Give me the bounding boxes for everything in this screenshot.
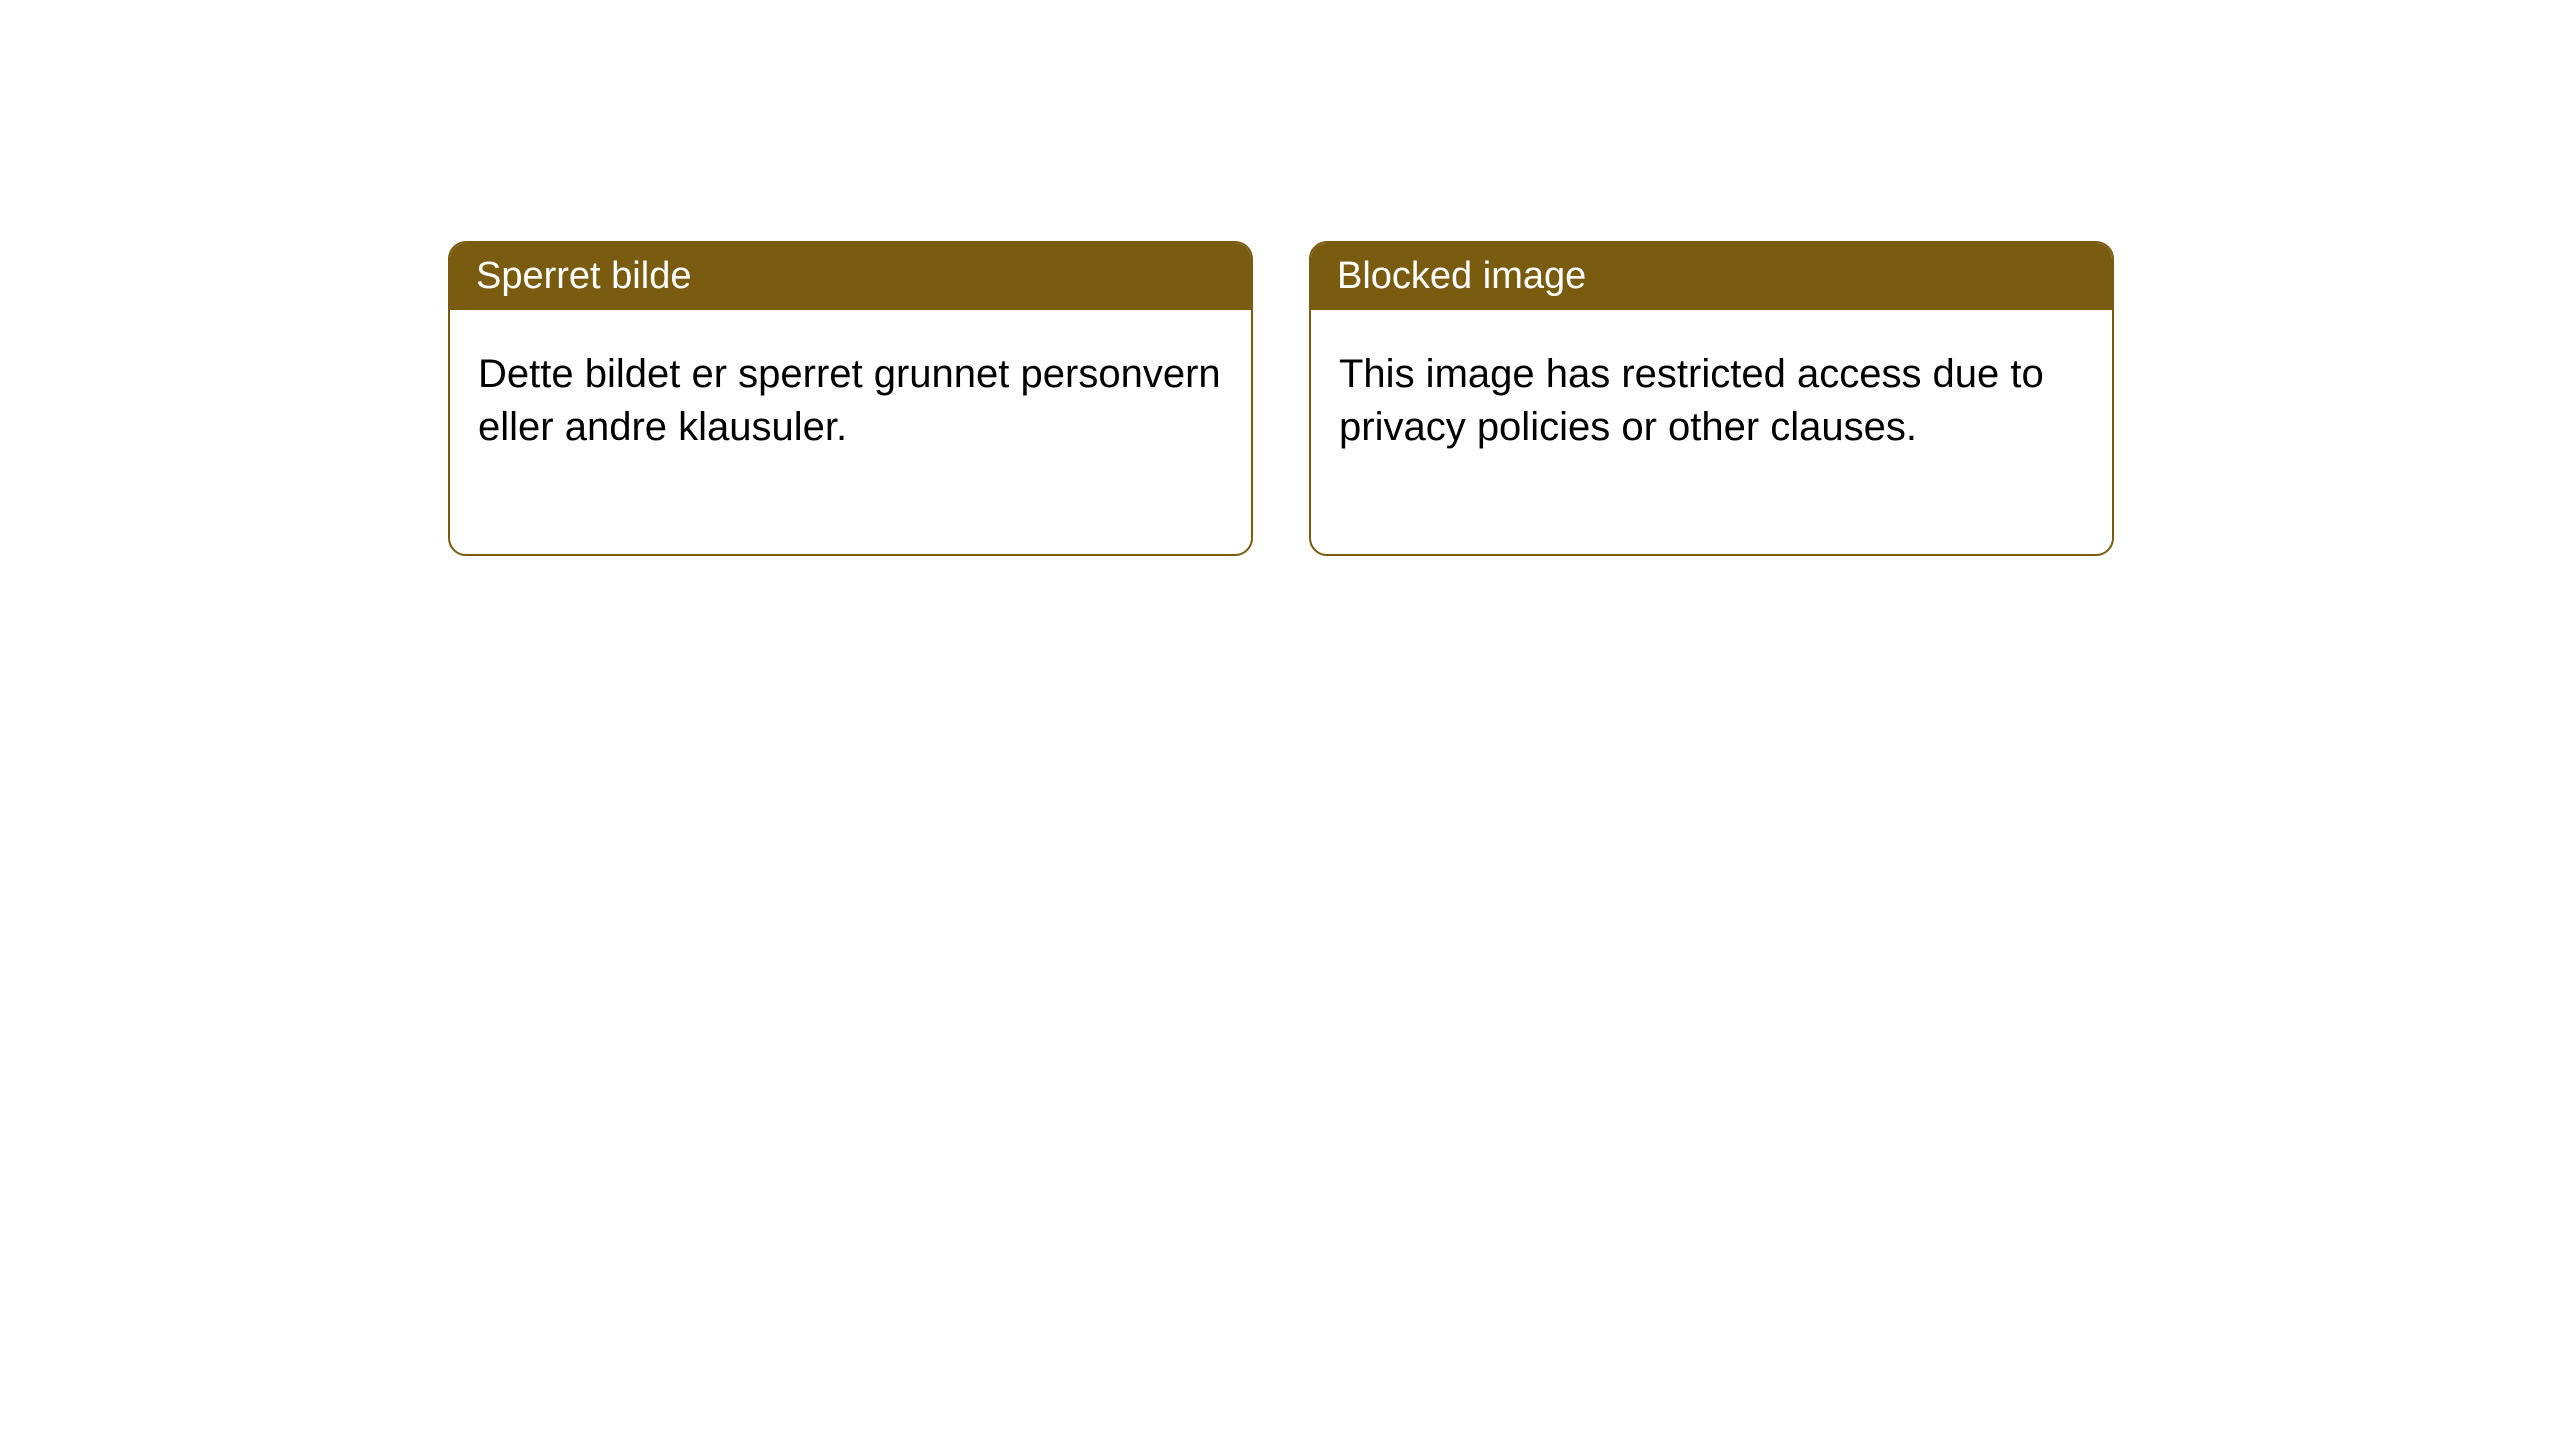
blocked-image-card-no: Sperret bilde Dette bildet er sperret gr… bbox=[448, 241, 1253, 556]
card-body-text: This image has restricted access due to … bbox=[1339, 352, 2044, 449]
card-header: Sperret bilde bbox=[450, 243, 1251, 310]
card-header: Blocked image bbox=[1311, 243, 2112, 310]
blocked-image-card-en: Blocked image This image has restricted … bbox=[1309, 241, 2114, 556]
card-body-text: Dette bildet er sperret grunnet personve… bbox=[478, 352, 1221, 449]
card-title: Blocked image bbox=[1337, 255, 1586, 297]
notice-container: Sperret bilde Dette bildet er sperret gr… bbox=[0, 0, 2560, 556]
card-body: Dette bildet er sperret grunnet personve… bbox=[450, 310, 1251, 554]
card-title: Sperret bilde bbox=[476, 255, 691, 297]
card-body: This image has restricted access due to … bbox=[1311, 310, 2112, 554]
